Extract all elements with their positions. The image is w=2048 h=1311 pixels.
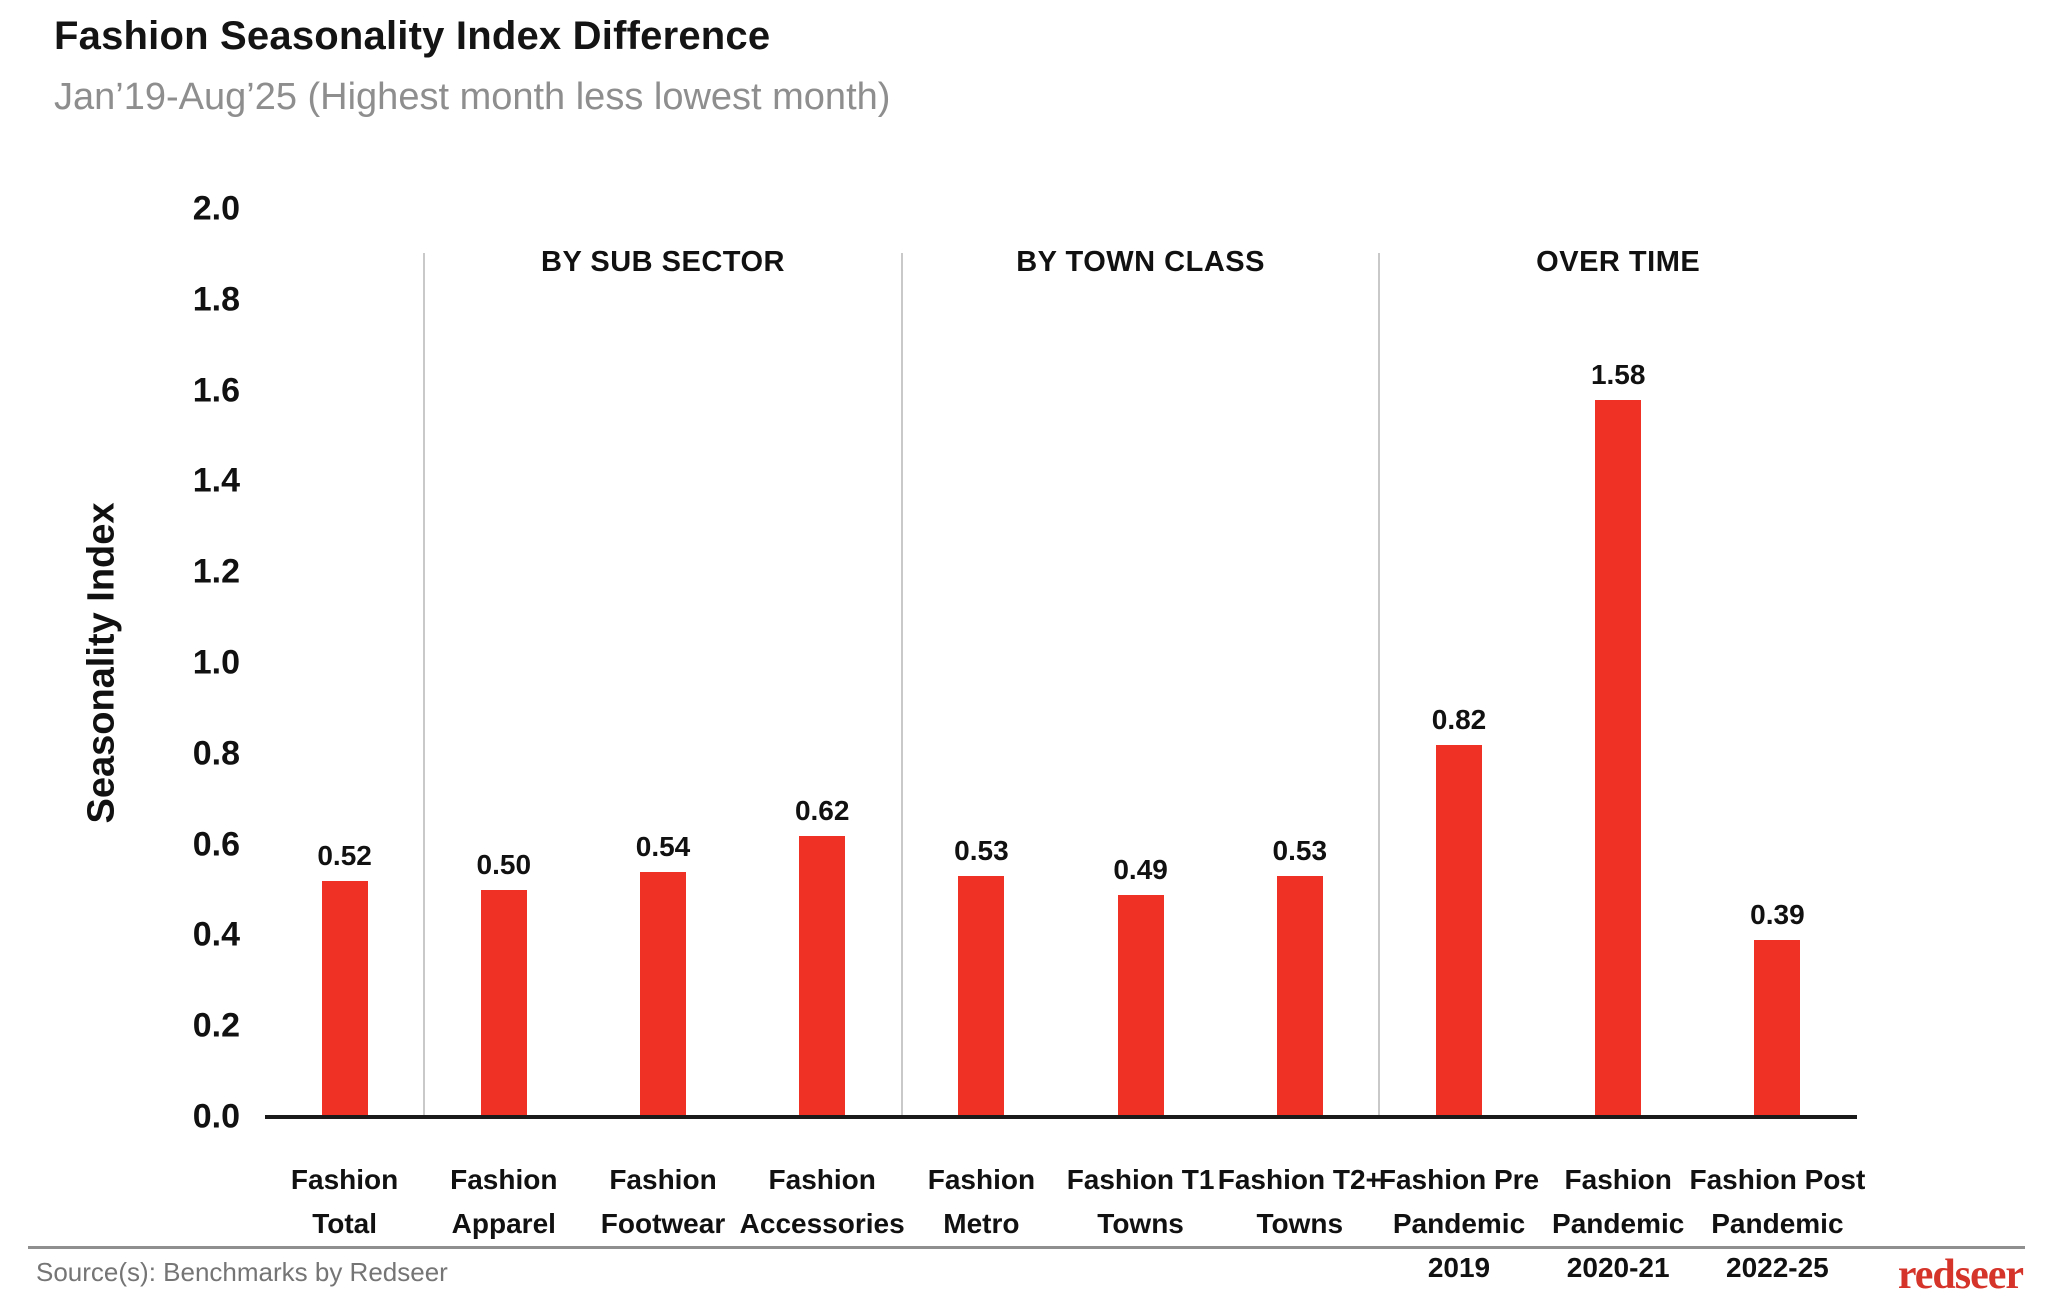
category-label: Fashion T1 Towns [1066,1164,1215,1240]
y-axis-tick-label: 0.8 [192,734,240,773]
bar [958,876,1005,1117]
bar [1276,876,1323,1117]
page-subtitle: Jan’19-Aug’25 (Highest month less lowest… [54,76,891,118]
category-label: Fashion Accessories [739,1164,905,1240]
bar [799,835,846,1117]
y-axis-tick-label: 0.4 [192,915,240,954]
bar [640,871,686,1117]
category-label: Fashion T2+ Towns [1217,1164,1382,1240]
y-axis-tick-label: 2.0 [192,189,240,228]
category-label: Fashion Pandemic 2020-21 [1552,1164,1685,1284]
category-label: Fashion Pre Pandemic 2019 [1378,1164,1540,1284]
bar [1117,894,1164,1117]
section-divider-line [1378,253,1381,1117]
bar-value-label: 0.52 [317,839,372,871]
category-label: Fashion Apparel [450,1164,558,1240]
section-divider-line [900,253,903,1117]
bar-value-label: 0.54 [635,830,691,862]
redseer-logo: redseer [1897,1252,2024,1298]
bar-value-label: 1.58 [1590,358,1646,390]
bar-value-label: 0.62 [794,794,850,826]
y-axis-tick-label: 1.8 [192,280,240,319]
section-header: BY TOWN CLASS [1016,246,1265,278]
category-label: Fashion Post Pandemic 2022-25 [1689,1164,1866,1284]
bar-value-label: 0.39 [1750,898,1805,930]
y-axis-tick-label: 0.6 [192,825,240,864]
section-header: BY SUB SECTOR [541,246,785,278]
bar-value-label: 0.50 [476,849,532,880]
bar [480,890,527,1117]
section-header: OVER TIME [1536,246,1701,278]
bar [1754,939,1801,1117]
bar-value-label: 0.82 [1431,703,1487,735]
bar [321,880,368,1117]
bar-value-label: 0.49 [1113,853,1168,885]
bar-value-label: 0.53 [954,835,1009,867]
x-axis-line [265,1115,1857,1119]
source-attribution: Source(s): Benchmarks by Redseer [36,1257,448,1287]
y-axis-tick-label: 1.4 [192,461,240,500]
y-axis-tick-label: 1.2 [192,552,240,591]
y-axis-tick-label: 0.2 [192,1006,240,1045]
page-title: Fashion Seasonality Index Difference [54,14,771,58]
y-axis-tick-label: 1.6 [192,371,240,410]
category-label: Fashion Total [290,1164,399,1240]
bar-value-label: 0.53 [1272,835,1328,867]
category-label: Fashion Metro [927,1164,1036,1240]
bar [1436,744,1482,1117]
bar [1595,399,1642,1117]
category-label: Fashion Footwear [600,1164,726,1240]
y-axis-tick-label: 0.0 [192,1097,240,1136]
footer-divider-line [28,1246,2025,1249]
y-axis-tick-label: 1.0 [192,643,240,682]
section-divider-line [423,253,426,1117]
